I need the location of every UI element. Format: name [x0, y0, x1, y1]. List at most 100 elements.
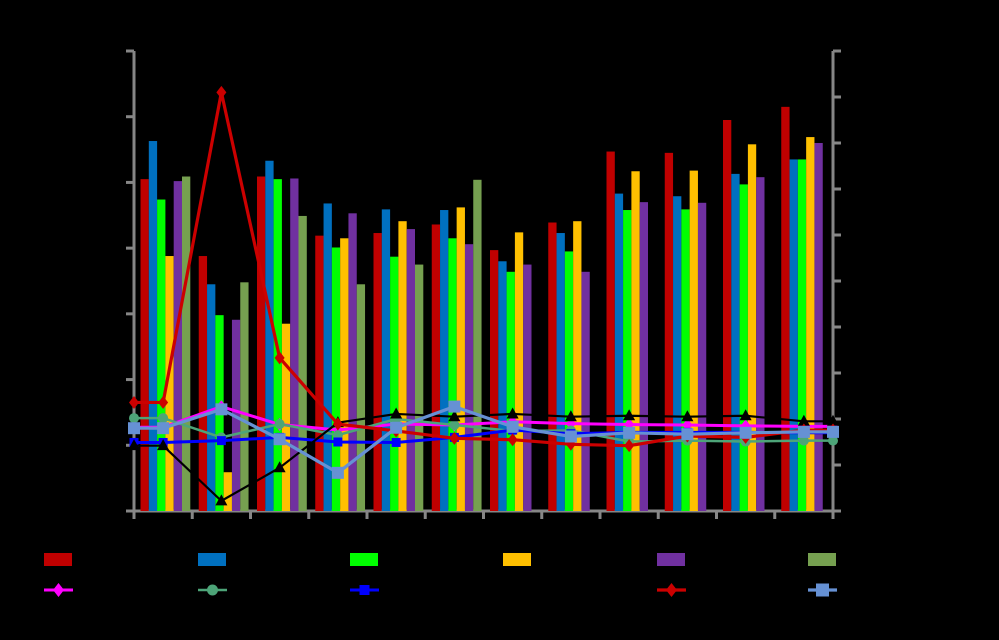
marker-line-steel-blue-edge-left	[128, 422, 140, 435]
marker-line-black-g7	[506, 407, 519, 419]
bar-purple-g1	[173, 181, 182, 511]
marker-line-sea-green-g3	[274, 419, 285, 430]
marker-line-blue-g2	[216, 436, 226, 446]
marker-line-black-g6	[448, 410, 461, 422]
marker-line-blue-g4	[333, 437, 343, 447]
legend-marker-line-magenta	[53, 583, 64, 597]
bar-bright-green-g12	[797, 159, 807, 511]
line-dark-red	[134, 92, 833, 448]
marker-line-dark-red-g4	[332, 417, 343, 431]
marker-line-dark-red-g3	[274, 351, 285, 365]
marker-line-steel-blue-g3	[273, 433, 286, 446]
bar-bright-green-g8	[564, 251, 574, 511]
bar-bright-green-g10	[681, 209, 690, 511]
bar-dark-red-g10	[664, 152, 674, 511]
marker-line-black-g9	[623, 409, 636, 421]
marker-line-steel-blue-edge-right	[827, 425, 839, 438]
bar-olive-g6	[473, 179, 482, 512]
bar-dark-red-g12	[781, 106, 790, 511]
legend-marker-line-blue	[359, 585, 370, 595]
bar-gold-g10	[689, 170, 698, 511]
line-steel-blue	[134, 404, 833, 475]
marker-line-steel-blue-g4	[331, 466, 344, 479]
marker-line-black-g11	[739, 409, 752, 421]
marker-line-steel-blue-g1	[157, 422, 170, 435]
marker-line-steel-blue-g10	[681, 428, 694, 441]
line-sea-green	[134, 416, 833, 443]
bar-gold-g6	[456, 207, 465, 511]
marker-line-steel-blue-g9	[623, 426, 636, 439]
bar-gold-g5	[398, 221, 407, 511]
bar-purple-g12	[814, 143, 823, 511]
bar-dark-red-g8	[548, 222, 557, 511]
marker-line-black-edge-left	[128, 439, 140, 451]
bar-blue-g7	[498, 261, 507, 511]
bar-dark-red-g7	[490, 250, 499, 511]
marker-line-steel-blue-g5	[390, 421, 403, 434]
legend-swatch-bar-blue	[198, 553, 226, 566]
bar-purple-g5	[406, 229, 415, 512]
marker-line-black-g1	[157, 439, 170, 451]
bar-gold-g9	[631, 171, 640, 511]
bar-purple-g7	[523, 264, 532, 511]
bar-dark-red-g9	[606, 151, 615, 512]
marker-line-steel-blue-g6	[448, 400, 461, 413]
legend-swatch-bar-olive	[808, 553, 836, 566]
marker-line-steel-blue-g7	[506, 420, 519, 433]
marker-line-steel-blue-g2	[215, 403, 228, 416]
bar-dark-red-g2	[198, 256, 208, 511]
bar-purple-g9	[639, 202, 648, 511]
marker-line-steel-blue-g12	[797, 425, 810, 438]
bar-purple-g10	[697, 202, 707, 512]
marker-line-dark-red-g9	[624, 439, 635, 453]
bar-dark-red-g4	[315, 235, 324, 511]
bar-bright-green-g4	[331, 247, 341, 511]
bar-bright-green-g5	[390, 256, 399, 511]
marker-line-black-g5	[390, 407, 403, 419]
marker-line-dark-red-g2	[216, 85, 227, 99]
marker-line-sea-green-edge-left	[129, 413, 139, 424]
bar-blue-g9	[614, 193, 624, 511]
legend-swatch-bar-dark-red	[44, 553, 72, 566]
bar-olive-g1	[182, 176, 191, 511]
bar-blue-g11	[731, 173, 740, 511]
bar-gold-g1	[165, 256, 174, 511]
legend-marker-line-steel-blue	[816, 583, 829, 597]
marker-line-dark-red-edge-left	[129, 395, 139, 409]
bar-gold-g7	[514, 232, 524, 511]
marker-line-steel-blue-g11	[739, 426, 752, 439]
marker-line-blue-g5	[391, 437, 401, 447]
marker-line-sea-green-edge-right	[828, 435, 838, 446]
marker-line-dark-red-g7	[507, 433, 518, 447]
bar-purple-g3	[290, 178, 299, 511]
bar-blue-g1	[148, 141, 158, 511]
bar-dark-red-g6	[431, 224, 441, 511]
marker-line-sea-green-g6	[449, 419, 460, 430]
bar-bright-green-g9	[623, 210, 632, 511]
marker-line-black-g10	[681, 410, 694, 422]
marker-line-dark-red-g1	[158, 395, 169, 409]
bar-gold-g8	[573, 221, 582, 511]
bar-blue-g8	[556, 233, 565, 511]
bar-dark-red-g3	[257, 176, 266, 511]
bar-olive-g4	[356, 284, 366, 511]
bar-olive-g3	[298, 215, 307, 511]
bar-dark-red-g1	[140, 179, 149, 511]
bar-bright-green-g6	[448, 238, 457, 512]
bar-purple-g8	[581, 271, 590, 511]
bar-gold-g11	[747, 144, 757, 512]
bar-bright-green-g7	[506, 271, 515, 511]
bar-blue-g3	[265, 160, 274, 511]
bar-gold-g4	[340, 238, 349, 512]
bar-dark-red-g5	[373, 233, 382, 511]
bar-gold-g12	[806, 137, 815, 512]
legend-swatch-bar-gold	[503, 553, 531, 566]
bar-blue-g2	[207, 284, 216, 511]
bar-bright-green-g11	[739, 184, 748, 511]
bar-purple-g11	[756, 177, 765, 511]
bar-dark-red-g11	[723, 120, 732, 511]
bar-purple-g4	[348, 213, 357, 512]
marker-line-black-g3	[273, 461, 286, 473]
bar-purple-g6	[464, 244, 474, 511]
